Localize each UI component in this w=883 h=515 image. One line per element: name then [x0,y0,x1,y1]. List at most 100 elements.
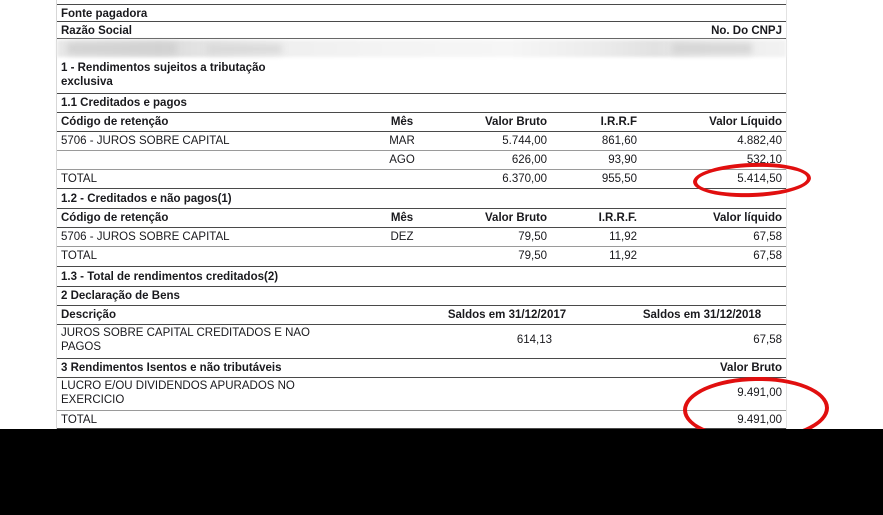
label-fonte-pagadora: Fonte pagadora [61,8,148,20]
cell-bruto: 626,00 [511,154,547,166]
cell-liquido: 4.882,40 [737,135,782,147]
table-row: AGO 626,00 93,90 532,10 [57,152,786,172]
table-row-total: TOTAL 79,50 11,92 67,58 [57,248,786,268]
section-3-label: 3 Rendimentos Isentos e não tributáveis [61,362,282,374]
col-codigo-retencao: Código de retenção [61,116,169,128]
col-descricao: Descrição [61,309,116,321]
footer-bar: Total: R$ 14.905,50 [0,429,883,515]
rule-4 [57,112,786,113]
col-valor-liquido: Valor Líquido [709,116,782,128]
col-valor-bruto: Valor Bruto [485,212,547,224]
table-1-1-header: Código de retenção Mês Valor Bruto I.R.R… [57,114,786,134]
section-1-3-label: 1.3 - Total de rendimentos creditados(2) [61,271,279,283]
rule-11 [57,246,786,247]
cell-total-bruto: 6.370,00 [502,173,547,185]
rule-1 [57,21,786,22]
cell-total-liquido: 67,58 [753,250,782,262]
cell-bruto: 5.744,00 [502,135,547,147]
rule-14 [57,305,786,306]
cell-bruto: 9.491,00 [737,387,782,399]
row-fonte-pagadora: Fonte pagadora [57,6,786,26]
cell-total-irrf: 11,92 [609,250,637,262]
tax-statement-document: o Fonte pagadora Razão Social No. Do CNP… [57,0,786,430]
cell-irrf: 93,90 [608,154,637,166]
table-row-total: TOTAL 9.491,00 [57,412,786,432]
cell-liquido: 532,10 [746,154,782,166]
section-1-title-line1: 1 - Rendimentos sujeitos a tributação [61,62,266,74]
document-right-edge [786,0,787,430]
section-1-title: 1 - Rendimentos sujeitos a tributação ex… [57,62,786,92]
redacted-block-extra [207,44,282,54]
section-1-2-title: 1.2 - Creditados e não pagos(1) [57,191,786,211]
section-2-label: 2 Declaração de Bens [61,290,180,302]
cell-codigo: 5706 - JUROS SOBRE CAPITAL [61,231,230,243]
col-codigo-retencao: Código de retenção [61,212,169,224]
rule-18 [57,410,786,411]
cell-bruto: 79,50 [518,231,547,243]
cell-irrf: 11,92 [609,231,637,243]
col-valor-liquido: Valor líquido [712,212,782,224]
rule-7 [57,169,786,170]
table-row: LUCRO E/OU DIVIDENDOS APURADOS NO EXERCI… [57,379,786,409]
rule-8 [57,188,786,189]
rule-6 [57,150,786,151]
rule-19 [57,428,786,429]
cell-descricao-line2: EXERCICIO [61,394,125,406]
rule-17 [57,377,786,378]
redacted-block-cnpj [672,43,752,54]
rule-top [57,4,786,5]
col-valor-bruto: Valor Bruto [485,116,547,128]
section-3-title: 3 Rendimentos Isentos e não tributáveis … [57,360,786,380]
col-irrf: I.R.R.F [600,116,637,128]
cell-saldo-2017: 614,13 [516,334,552,346]
col-saldo-2018: Saldos em 31/12/2018 [642,309,762,321]
section-1-2-label: 1.2 - Creditados e não pagos(1) [61,193,232,205]
cell-mes: DEZ [390,231,414,243]
cell-codigo: 5706 - JUROS SOBRE CAPITAL [61,135,230,147]
cell-descricao-line1: JUROS SOBRE CAPITAL CREDITADOS E NAO [61,327,310,339]
label-razao-social: Razão Social [61,25,132,37]
cell-descricao-line1: LUCRO E/OU DIVIDENDOS APURADOS NO [61,380,295,392]
rule-16 [57,358,786,359]
col-mes: Mês [390,116,414,128]
cell-liquido: 67,58 [753,231,782,243]
cell-total-bruto: 9.491,00 [737,414,782,426]
cell-mes: AGO [389,154,415,166]
rule-13 [57,286,786,287]
table-row: 5706 - JUROS SOBRE CAPITAL DEZ 79,50 11,… [57,229,786,249]
cell-saldo-2018: 67,58 [753,334,782,346]
table-row: JUROS SOBRE CAPITAL CREDITADOS E NAO PAG… [57,326,786,356]
section-2-title: 2 Declaração de Bens [57,288,786,308]
cell-total-label: TOTAL [61,414,97,426]
cell-total-liquido: 5.414,50 [737,173,782,185]
section-1-1-title: 1.1 Creditados e pagos [57,95,786,115]
rule-9 [57,208,786,209]
table-row: 5706 - JUROS SOBRE CAPITAL MAR 5.744,00 … [57,133,786,153]
rule-15 [57,324,786,325]
table-1-2-header: Código de retenção Mês Valor Bruto I.R.R… [57,210,786,230]
section-1-1-label: 1.1 Creditados e pagos [61,97,187,109]
rule-10 [57,227,786,228]
cell-mes: MAR [389,135,415,147]
col-saldo-2017: Saldos em 31/12/2017 [447,309,567,321]
rule-5 [57,131,786,132]
document-left-edge [56,0,57,430]
rule-3 [57,93,786,94]
rule-12 [57,266,786,267]
col-mes: Mês [390,212,414,224]
table-row-total: TOTAL 6.370,00 955,50 5.414,50 [57,171,786,191]
rule-2 [57,38,786,39]
row-razao-social: Razão Social No. Do CNPJ [57,23,786,43]
section-1-title-line2: exclusiva [61,76,113,88]
cell-total-bruto: 79,50 [518,250,547,262]
cell-descricao-line2: PAGOS [61,341,102,353]
cell-total-irrf: 955,50 [601,173,637,185]
label-cnpj: No. Do CNPJ [711,25,782,37]
cell-total-label: TOTAL [61,250,97,262]
table-2-header: Descrição Saldos em 31/12/2017 Saldos em… [57,307,786,327]
col-valor-bruto: Valor Bruto [720,362,782,374]
col-irrf: I.R.R.F. [598,212,637,224]
section-1-3-title: 1.3 - Total de rendimentos creditados(2) [57,269,786,289]
cell-irrf: 861,60 [601,135,637,147]
